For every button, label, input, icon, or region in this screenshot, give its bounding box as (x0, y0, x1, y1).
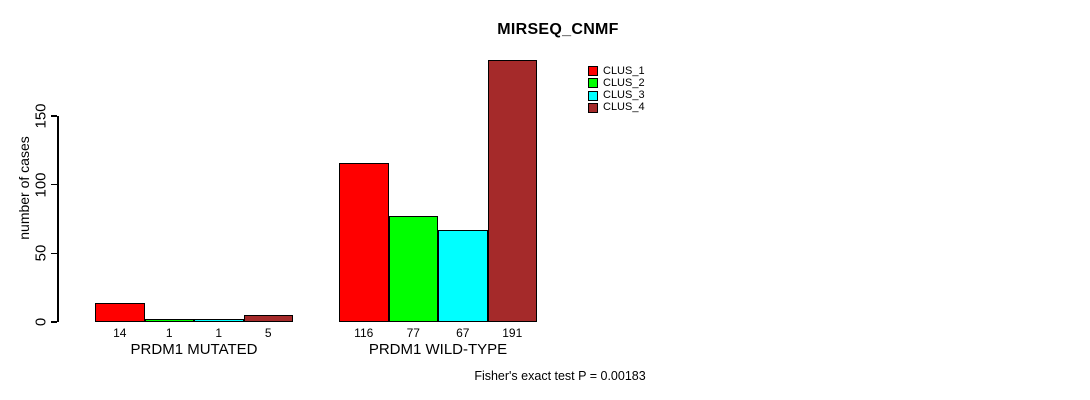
legend-swatch-clus_3 (588, 90, 598, 101)
y-axis-tick (51, 321, 57, 323)
group-label-prdm1-wild-type: PRDM1 WILD-TYPE (368, 341, 508, 358)
bar-clus_2-wild-type (388, 216, 438, 322)
legend-item-clus_2: CLUS_2 (588, 77, 645, 89)
legend-swatch-clus_2 (588, 78, 598, 89)
y-axis-tick-label: 50 (32, 244, 50, 262)
legend-item-clus_4: CLUS_4 (588, 102, 645, 114)
y-axis-tick-label: 100 (32, 172, 50, 198)
legend-label: CLUS_4 (603, 101, 645, 114)
y-axis-tick-label: 0 (32, 317, 50, 327)
legend-label: CLUS_2 (603, 76, 645, 89)
y-axis-tick (51, 183, 57, 186)
y-axis-tick (51, 252, 57, 255)
legend-label: CLUS_1 (603, 64, 645, 77)
bar-value-label: 67 (456, 326, 470, 340)
bar-clus_1-mutated (95, 303, 145, 322)
group-label-prdm1-mutated: PRDM1 MUTATED (130, 341, 258, 358)
legend-swatch-clus_1 (588, 66, 598, 76)
bar-value-label: 1 (215, 326, 223, 340)
y-axis-line (57, 116, 59, 322)
y-axis-tick-label: 150 (32, 103, 50, 129)
chart-title: MIRSEQ_CNMF (497, 21, 619, 38)
legend-item-clus_3: CLUS_3 (588, 90, 645, 102)
bar-clus_4-wild-type (487, 60, 537, 322)
bar-value-label: 191 (502, 326, 523, 340)
bar-value-label: 116 (354, 326, 374, 340)
legend-swatch-clus_4 (588, 102, 598, 113)
bar-clus_3-wild-type (438, 230, 488, 322)
fisher-test-caption: Fisher's exact test P = 0.00183 (474, 369, 646, 383)
bar-clus_3-mutated (194, 319, 244, 322)
legend-item-clus_1: CLUS_1 (588, 65, 645, 77)
bar-clus_1-wild-type (339, 163, 389, 322)
legend-label: CLUS_3 (603, 89, 645, 102)
bar-value-label: 1 (165, 326, 173, 340)
bar-value-label: 5 (264, 326, 272, 340)
bar-value-label: 14 (113, 326, 127, 340)
y-axis-title: number of cases (16, 136, 32, 240)
y-axis-tick (51, 115, 57, 117)
bar-value-label: 77 (406, 326, 420, 340)
bar-clus_4-mutated (243, 315, 293, 322)
bar-clus_2-mutated (144, 319, 194, 322)
